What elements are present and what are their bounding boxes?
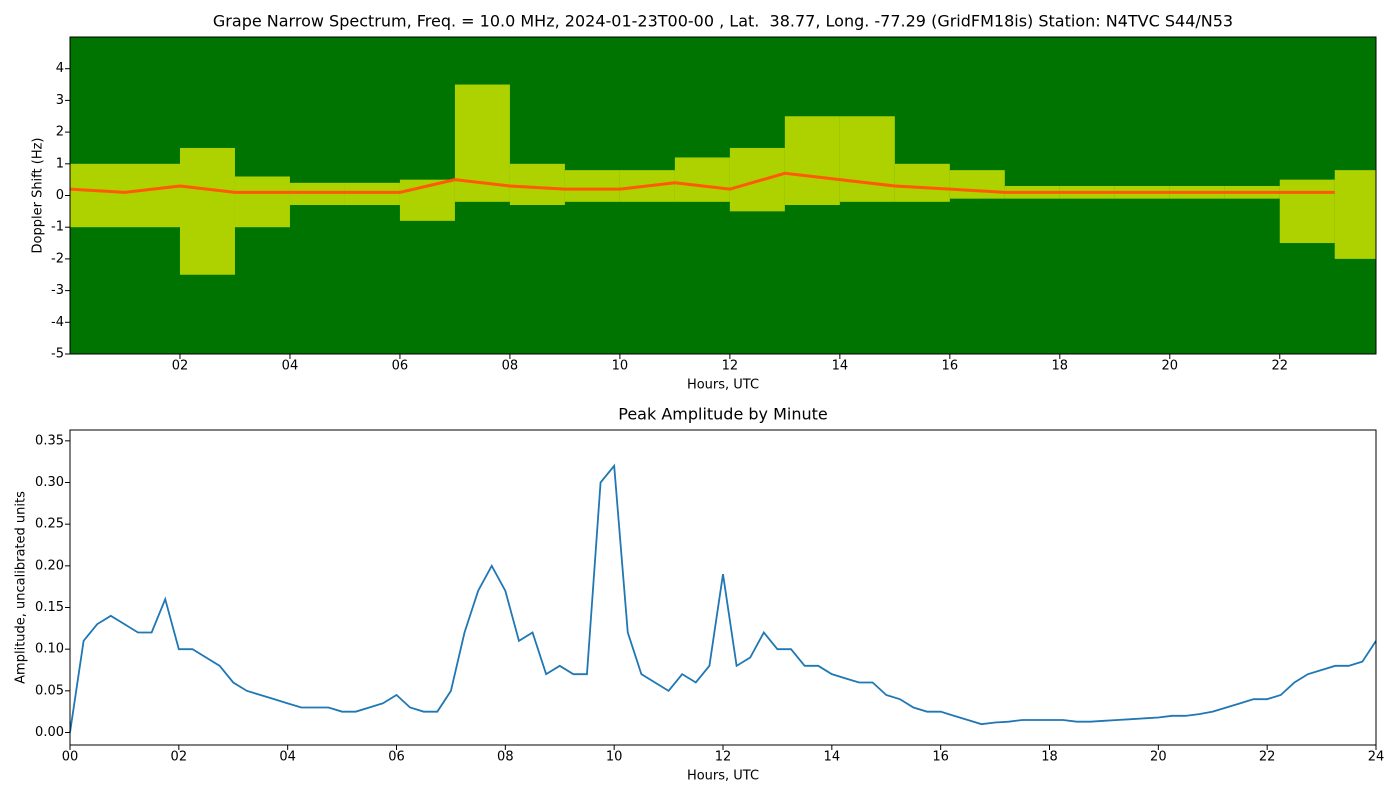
x-axis-label: Hours, UTC	[687, 769, 759, 784]
signal-spread	[179, 147, 235, 275]
y-tick-label: 0.10	[35, 642, 64, 657]
plot	[69, 463, 1377, 733]
signal-spread	[1334, 170, 1376, 259]
y-tick-label: 0.05	[35, 683, 64, 698]
signal-spread	[344, 182, 400, 206]
signal-spread	[894, 163, 950, 202]
x-axis-label: Hours, UTC	[687, 378, 759, 393]
x-tick-label: 10	[612, 359, 629, 374]
y-tick-label: 0.30	[35, 475, 64, 490]
x-tick-label: 16	[942, 359, 959, 374]
y-axis-label: Doppler Shift (Hz)	[31, 138, 46, 254]
y-tick-label: 0.00	[35, 725, 64, 740]
y-tick-label: 0.35	[35, 433, 64, 448]
y-tick-label: 0.20	[35, 558, 64, 573]
x-tick-label: 22	[1271, 359, 1288, 374]
x-tick-label: 10	[606, 750, 623, 765]
x-tick-label: 20	[1150, 750, 1167, 765]
x-tick-label: 08	[497, 750, 514, 765]
y-tick-label: -4	[51, 315, 64, 330]
y-tick-label: -3	[51, 283, 64, 298]
y-tick-label: 3	[56, 93, 64, 108]
x-tick-label: 02	[172, 359, 189, 374]
y-tick-label: -1	[51, 220, 64, 235]
signal-spread	[674, 157, 730, 202]
chart-title: Peak Amplitude by Minute	[618, 405, 828, 424]
x-tick-label: 14	[824, 750, 841, 765]
x-tick-label: 16	[932, 750, 949, 765]
signal-spread	[729, 147, 785, 212]
y-tick-label: 0.15	[35, 600, 64, 615]
doppler-trace	[69, 171, 1335, 194]
y-tick-label: 4	[56, 61, 64, 76]
x-tick-label: 22	[1259, 750, 1276, 765]
x-tick-label: 12	[722, 359, 739, 374]
signal-spread	[564, 170, 620, 202]
signal-spread	[1279, 179, 1335, 244]
x-tick-label: 06	[392, 359, 409, 374]
chart-title: Grape Narrow Spectrum, Freq. = 10.0 MHz,…	[213, 12, 1233, 31]
x-tick-label: 06	[388, 750, 405, 765]
y-tick-label: 1	[56, 156, 64, 171]
y-axis-label: Amplitude, uncalibrated units	[14, 491, 29, 684]
y-tick-label: 2	[56, 125, 64, 140]
x-tick-label: 18	[1052, 359, 1069, 374]
y-tick-label: 0	[56, 188, 64, 203]
amplitude-line	[69, 463, 1377, 733]
signal-spread	[784, 116, 840, 206]
x-tick-label: 08	[502, 359, 519, 374]
x-tick-label: 12	[715, 750, 732, 765]
x-tick-label: 20	[1162, 359, 1179, 374]
x-tick-label: 24	[1368, 750, 1385, 765]
signal-spread	[949, 170, 1005, 199]
signal-spread	[70, 163, 125, 228]
x-tick-label: 00	[62, 750, 79, 765]
signal-spread	[234, 176, 290, 228]
plot-frame	[69, 429, 1377, 746]
x-tick-label: 14	[832, 359, 849, 374]
signal-spread	[839, 116, 895, 202]
x-tick-label: 18	[1041, 750, 1058, 765]
signal-spread	[124, 163, 180, 228]
signal-spread	[509, 163, 565, 206]
x-tick-label: 02	[171, 750, 188, 765]
signal-spread	[289, 182, 345, 206]
x-tick-label: 04	[282, 359, 299, 374]
x-tick-label: 04	[279, 750, 296, 765]
y-tick-label: 0.25	[35, 517, 64, 532]
plot	[69, 37, 1376, 354]
y-tick-label: -2	[51, 251, 64, 266]
y-tick-label: -5	[51, 347, 64, 362]
